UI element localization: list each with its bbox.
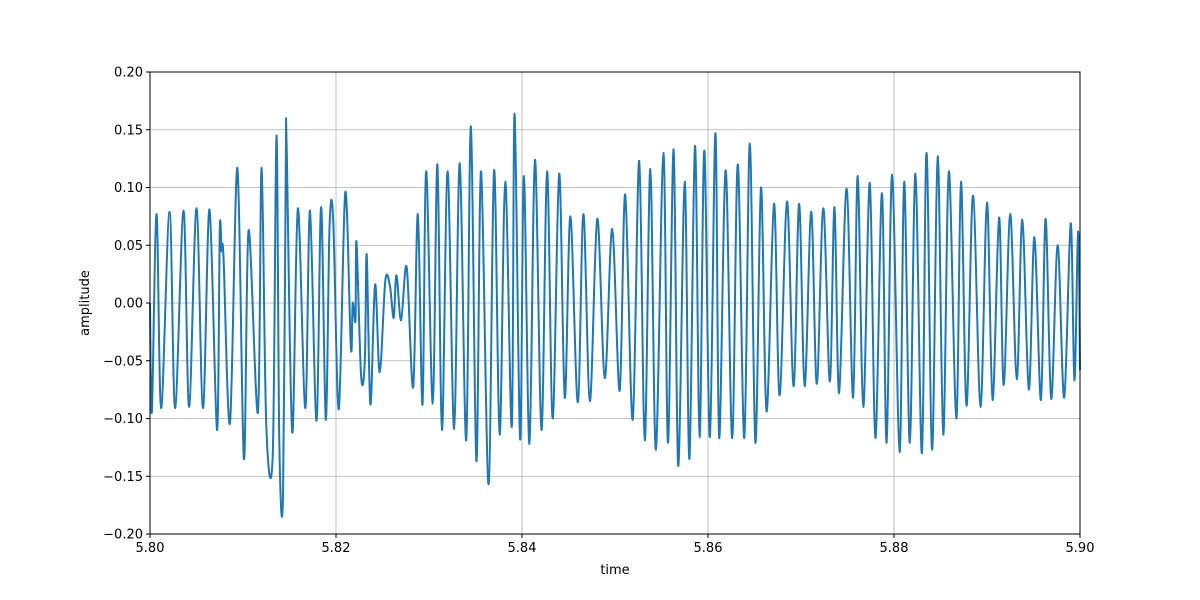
x-tick-label: 5.80 (136, 541, 165, 556)
y-tick-label: −0.20 (103, 528, 143, 543)
y-axis-label: amplitude (78, 270, 93, 336)
x-tick-label: 5.90 (1066, 541, 1095, 556)
y-tick-label: −0.15 (103, 470, 143, 485)
x-tick-label: 5.82 (322, 541, 351, 556)
y-tick-label: 0.20 (114, 66, 143, 81)
x-tick-label: 5.86 (694, 541, 723, 556)
x-tick-label: 5.88 (880, 541, 909, 556)
amplitude-series-line (149, 112, 1081, 518)
y-tick-label: 0.15 (114, 123, 143, 138)
y-tick-label: −0.10 (103, 412, 143, 427)
x-axis-label: time (600, 563, 629, 578)
x-tick-label: 5.84 (508, 541, 537, 556)
y-tick-label: −0.05 (103, 354, 143, 369)
axis-ticks: 5.80 5.82 5.84 5.86 5.88 5.90 −0.20 −0.15 −0.10 −… (103, 66, 1094, 557)
y-tick-label: 0.00 (114, 297, 143, 312)
y-tick-label: 0.05 (114, 239, 143, 254)
y-tick-label: 0.10 (114, 181, 143, 196)
